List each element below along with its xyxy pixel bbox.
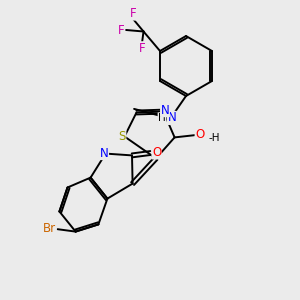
- Text: F: F: [139, 42, 145, 55]
- Text: O: O: [152, 146, 161, 159]
- Text: N: N: [160, 103, 169, 117]
- Text: O: O: [195, 128, 204, 141]
- Text: N: N: [100, 146, 109, 160]
- Text: F: F: [117, 23, 124, 37]
- Text: Br: Br: [43, 222, 56, 235]
- Text: H: H: [158, 113, 166, 123]
- Text: S: S: [118, 130, 126, 143]
- Text: -H: -H: [209, 133, 220, 143]
- Text: N: N: [167, 111, 176, 124]
- Text: F: F: [130, 7, 136, 20]
